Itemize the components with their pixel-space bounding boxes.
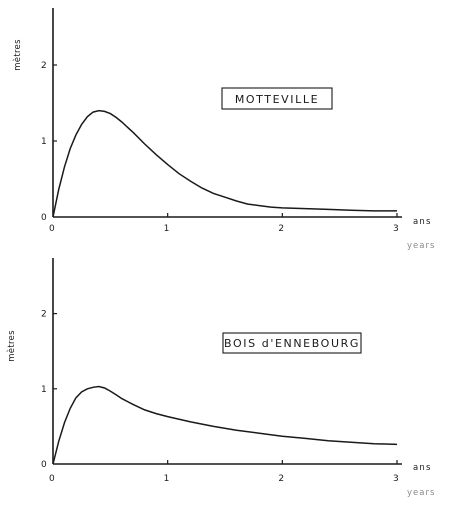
- y-tick-label: 2: [41, 61, 47, 71]
- tick-group: 0 1 2 3 0 1 2: [41, 310, 399, 484]
- site-label-box: [221, 87, 333, 110]
- panel-motteville: mètres ans years MOTTEVILLE 0 1 2 3 0 1 2: [12, 8, 435, 251]
- x-tick-label: 1: [164, 224, 170, 234]
- y-tick-label: 1: [41, 137, 47, 147]
- tick-group: 0 1 2 3 0 1 2: [41, 61, 399, 234]
- growth-curve: [52, 385, 398, 465]
- x-axis-unit-secondary: years: [407, 241, 435, 251]
- x-axis-unit-secondary: years: [407, 488, 435, 498]
- y-axis-label: mètres: [6, 330, 17, 362]
- x-tick-label: 3: [393, 474, 399, 484]
- x-tick-label: 0: [49, 474, 55, 484]
- y-tick-label: 0: [41, 213, 47, 223]
- x-axis-unit: ans: [413, 217, 432, 227]
- x-axis-unit: ans: [413, 463, 432, 473]
- y-tick-label: 0: [41, 460, 47, 470]
- x-tick-label: 1: [164, 474, 170, 484]
- site-label: MOTTEVILLE: [235, 93, 319, 106]
- x-tick-label: 2: [278, 224, 284, 234]
- y-axis-label: mètres: [12, 39, 23, 71]
- panel-bois-d-ennebourg: mètres ans years BOIS d'ENNEBOURG 0 1 2 3 0 1…: [6, 258, 435, 498]
- site-label-box: [222, 332, 362, 354]
- y-tick-label: 2: [41, 310, 47, 320]
- x-tick-label: 3: [393, 224, 399, 234]
- y-tick-label: 1: [41, 385, 47, 395]
- growth-curve: [52, 109, 397, 218]
- x-tick-label: 2: [278, 474, 284, 484]
- site-label: BOIS d'ENNEBOURG: [224, 337, 360, 350]
- x-tick-label: 0: [49, 224, 55, 234]
